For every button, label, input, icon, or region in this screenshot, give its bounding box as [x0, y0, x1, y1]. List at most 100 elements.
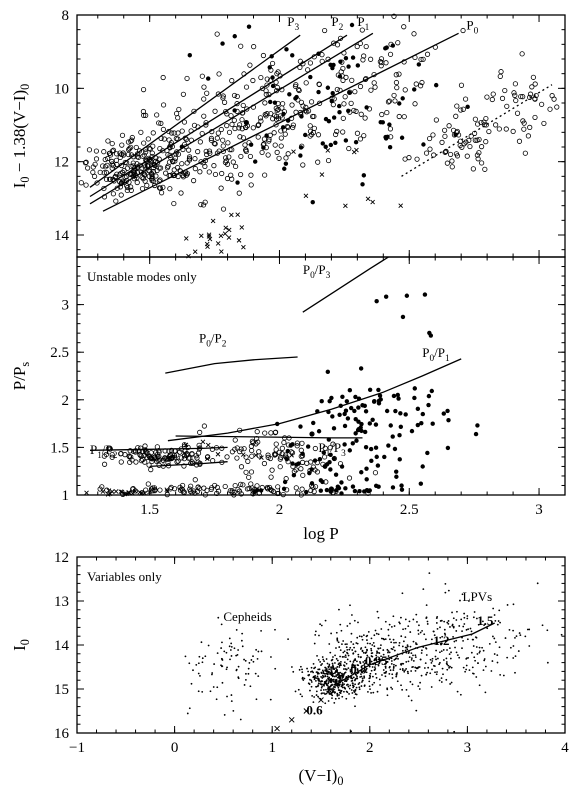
filled-point [347, 90, 352, 95]
dot-point [395, 641, 397, 644]
dot-point [377, 658, 380, 661]
filled-point [427, 330, 432, 336]
open-point [240, 482, 246, 488]
dot-point [336, 659, 339, 662]
open-point [297, 58, 303, 64]
dot-point [430, 661, 433, 664]
dot-point [371, 652, 374, 654]
filled-point [232, 34, 237, 39]
dot-point [346, 658, 349, 661]
dot-point [407, 672, 409, 675]
filled-point [246, 24, 252, 29]
open-point [337, 35, 344, 41]
dot-point [340, 685, 343, 688]
dot-point [201, 657, 204, 660]
open-point [280, 101, 286, 107]
dot-point [252, 655, 254, 658]
dot-point [375, 654, 378, 657]
open-point [258, 118, 264, 124]
dot-point [254, 672, 257, 675]
dot-point [310, 681, 313, 683]
open-point [539, 101, 545, 107]
dot-point [414, 656, 417, 659]
dot-point [356, 636, 359, 639]
open-point [93, 156, 100, 162]
dot-point [392, 638, 395, 641]
dot-point [375, 652, 378, 654]
open-point [461, 141, 467, 147]
dot-point [419, 631, 422, 634]
open-point [119, 142, 125, 148]
cross-point [204, 456, 210, 462]
dot-point [333, 701, 336, 704]
open-point [504, 103, 510, 109]
series-line [335, 622, 495, 686]
open-point [484, 94, 490, 100]
open-point [118, 162, 125, 169]
open-point [308, 99, 315, 105]
dot-point [356, 668, 359, 670]
dot-point [338, 697, 340, 700]
filled-point [376, 484, 381, 489]
open-point [471, 130, 478, 136]
open-point [299, 459, 306, 465]
dot-point [436, 671, 438, 673]
open-point [348, 100, 354, 106]
y-axis-title: P/Ps [10, 362, 32, 391]
dot-point [348, 687, 351, 690]
dot-point [341, 656, 344, 658]
dot-point [378, 678, 381, 681]
filled-point [374, 298, 379, 304]
dot-point [408, 620, 411, 623]
filled-point [465, 104, 470, 110]
dot-point [357, 653, 360, 656]
dot-point [384, 620, 387, 623]
dot-point [338, 662, 341, 665]
dot-point [325, 692, 328, 695]
filled-point [363, 444, 369, 450]
dot-point [436, 627, 439, 630]
dot-point [329, 681, 332, 683]
dot-point [492, 635, 494, 638]
dot-point [410, 658, 413, 661]
dot-point [328, 686, 330, 688]
filled-point [305, 444, 311, 449]
cross-point [289, 452, 294, 458]
filled-point [205, 76, 211, 81]
dot-point [392, 669, 395, 671]
open-point [288, 115, 295, 121]
filled-point [342, 423, 348, 429]
filled-point [360, 403, 365, 408]
open-point [478, 144, 485, 150]
dot-point [402, 628, 404, 631]
filled-point [412, 87, 417, 92]
filled-point [220, 41, 225, 46]
open-point [124, 165, 131, 171]
dot-point [474, 636, 477, 639]
open-point [132, 165, 138, 171]
dot-point [512, 657, 515, 659]
dot-point [337, 675, 340, 678]
open-point [195, 149, 201, 155]
dot-point [325, 679, 328, 682]
dot-point [188, 707, 191, 710]
open-point [214, 135, 220, 141]
dot-point [526, 628, 529, 631]
dot-point [270, 656, 272, 658]
dot-point [404, 627, 407, 630]
dot-point [472, 638, 475, 641]
open-point [162, 448, 168, 454]
open-point [265, 152, 271, 158]
x-axis-title: (V−I)0 [299, 766, 344, 788]
open-point [251, 44, 257, 50]
open-point [142, 146, 149, 153]
open-point [240, 102, 246, 109]
open-point [218, 185, 224, 191]
dot-point [512, 629, 515, 632]
dot-point [445, 678, 448, 681]
dot-point [393, 663, 395, 666]
dot-point [299, 693, 302, 696]
dot-point [375, 659, 378, 661]
dot-point [332, 667, 335, 670]
open-point [511, 90, 517, 96]
